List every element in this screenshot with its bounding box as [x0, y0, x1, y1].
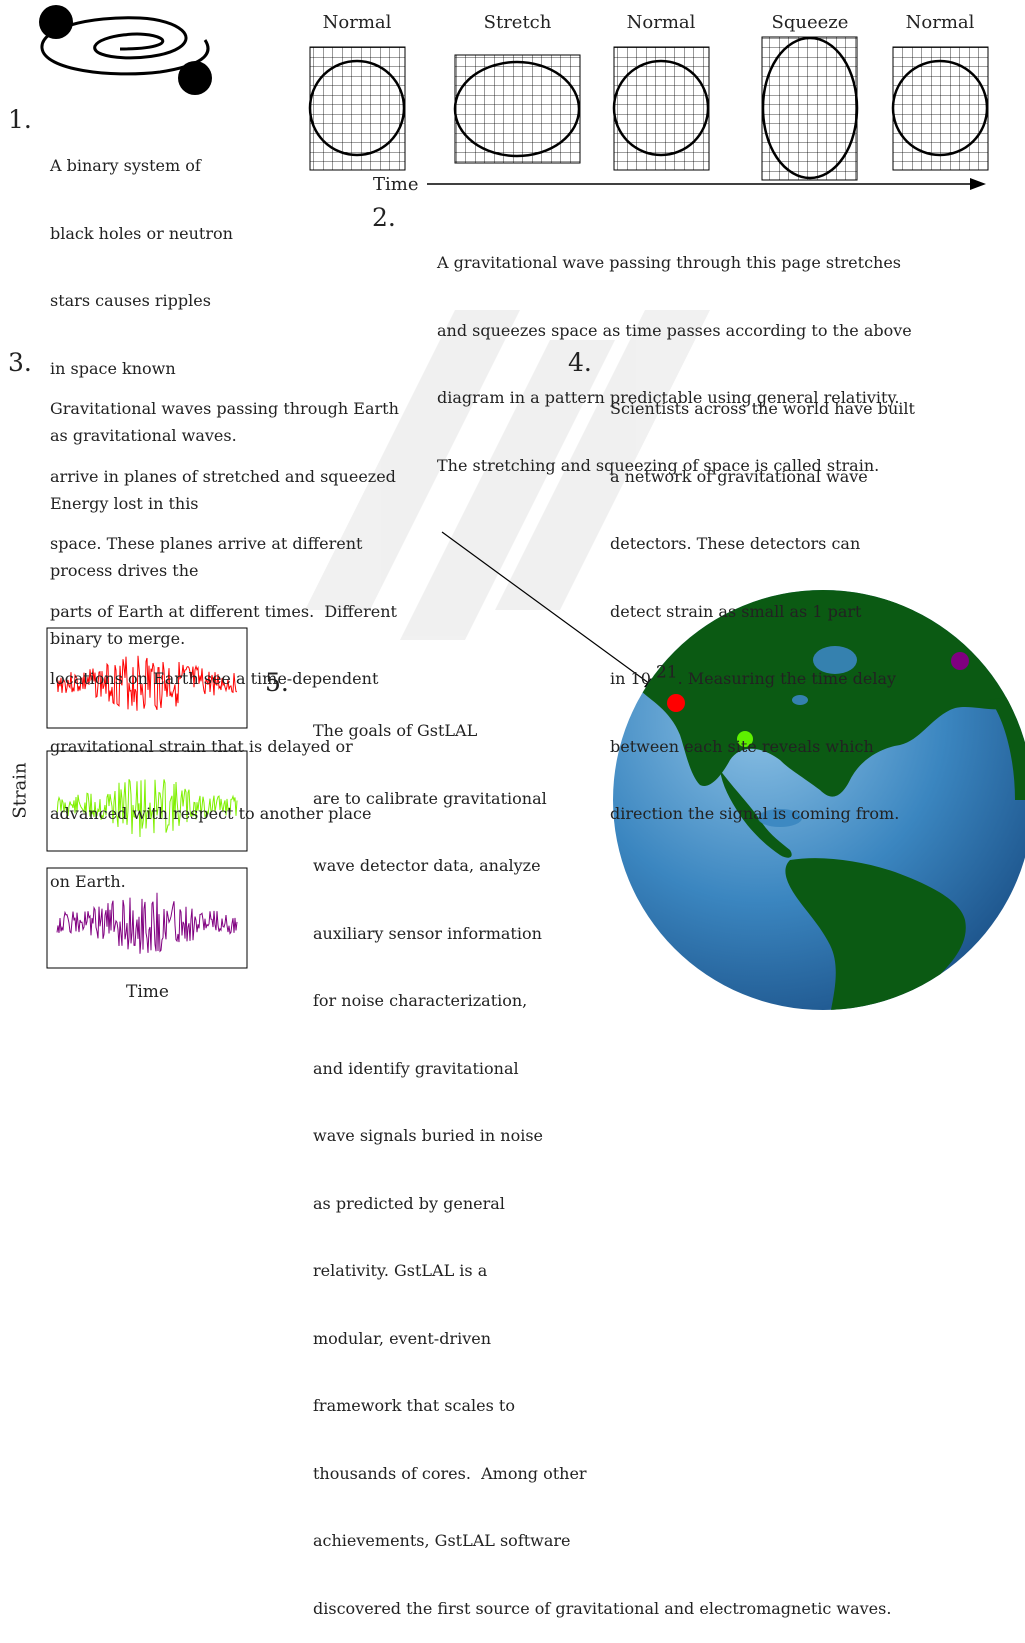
- panel-label-stretch: Stretch: [483, 12, 552, 33]
- step-5-line: The goals of GstLAL: [313, 721, 478, 740]
- step-1-line: binary to merge.: [50, 628, 186, 648]
- step-3-number: 3.: [8, 348, 32, 377]
- step-5-line: as predicted by general: [313, 1193, 505, 1213]
- purple-strain-trace: [56, 892, 238, 954]
- signal-boxes: [46, 627, 248, 969]
- step-3-line: locations on Earth see a time-dependent: [50, 669, 379, 688]
- neutron-star-icon: [178, 61, 212, 95]
- step-5-line: for noise characterization,: [313, 991, 528, 1010]
- step-1-line: A binary system of: [50, 156, 201, 175]
- step-1-line: stars causes ripples: [50, 291, 211, 310]
- time-axis-label: Time: [373, 174, 419, 195]
- black-hole-icon: [39, 5, 73, 39]
- step-5-line: are to calibrate gravitational: [313, 788, 547, 808]
- step-2-number: 2.: [372, 203, 396, 232]
- step-5-line: modular, event-driven: [313, 1328, 492, 1348]
- red-detector-marker: [667, 694, 685, 712]
- north-america-landmass: [613, 590, 1025, 797]
- signal-time-label: Time: [126, 982, 169, 1002]
- red-strain-trace: [56, 655, 238, 711]
- panel-label-normal-1: Normal: [322, 12, 392, 33]
- step-4-line: detectors. These detectors can: [610, 534, 861, 553]
- step-5-line: relativity. GstLAL is a: [313, 1261, 488, 1280]
- normal-panel-2: [612, 46, 710, 171]
- diagram-canvas: [39, 5, 1025, 1010]
- normal-panel-3: [891, 46, 989, 171]
- step-4-text: Scientists across the world have built a…: [610, 353, 915, 848]
- normal-panel-1: [308, 46, 406, 171]
- exp-prefix: in 10: [610, 669, 656, 688]
- time-arrow: [427, 178, 986, 190]
- step-4-exponent-line: in 10 21. Measuring the time delay: [610, 664, 915, 691]
- step-5-text: The goals of GstLAL are to calibrate gra…: [313, 675, 891, 1643]
- panel-label-squeeze: Squeeze: [771, 12, 849, 33]
- step-1-line: Energy lost in this: [50, 493, 199, 513]
- south-america-landmass: [785, 858, 966, 1010]
- strain-axis-label: Strain: [9, 762, 31, 819]
- step-3-line: parts of Earth at different times. Diffe…: [50, 601, 397, 621]
- step-3-line: on Earth.: [50, 871, 126, 891]
- purple-detector-marker: [951, 652, 969, 670]
- step-3-line: Gravitational waves passing through Eart…: [50, 399, 399, 418]
- step-2-line: A gravitational wave passing through thi…: [437, 253, 902, 272]
- stretch-panel: [453, 54, 581, 164]
- step-2-text: A gravitational wave passing through thi…: [437, 207, 912, 500]
- panel-label-normal-2: Normal: [626, 12, 696, 33]
- step-1-number: 1.: [8, 105, 32, 134]
- step-3-text: Gravitational waves passing through Eart…: [50, 353, 399, 916]
- step-5-line: thousands of cores. Among other: [313, 1463, 587, 1483]
- step-3-line: gravitational strain that is delayed or: [50, 736, 353, 756]
- watermark: [305, 310, 710, 640]
- step-5-line: and identify gravitational: [313, 1058, 519, 1078]
- step-1-line: in space known: [50, 358, 176, 378]
- green-strain-trace: [56, 779, 238, 838]
- step-1-line: as gravitational waves.: [50, 426, 237, 445]
- step-3-line: space. These planes arrive at different: [50, 534, 363, 553]
- step-4-line: direction the signal is coming from.: [610, 804, 900, 823]
- panel-label-normal-3: Normal: [905, 12, 975, 33]
- strain-panels: [308, 36, 989, 181]
- step-4-number: 4.: [568, 348, 592, 377]
- step-2-line: The stretching and squeezing of space is…: [437, 455, 880, 475]
- step-5-line: wave detector data, analyze: [313, 856, 541, 875]
- step-5-number: 5.: [265, 668, 289, 697]
- step-5-line: wave signals buried in noise: [313, 1126, 544, 1145]
- step-1-line: black holes or neutron: [50, 223, 233, 243]
- step-4-line: a network of gravitational wave: [610, 466, 868, 486]
- step-3-line: advanced with respect to another place: [50, 804, 372, 823]
- exp-power: 21: [655, 662, 678, 683]
- step-5-line: discovered the first source of gravitati…: [313, 1598, 892, 1618]
- exp-suffix: . Measuring the time delay: [677, 669, 897, 688]
- binary-spiral-icon: [39, 5, 212, 95]
- step-2-line: and squeezes space as time passes accord…: [437, 320, 912, 340]
- step-3-line: arrive in planes of stretched and squeez…: [50, 466, 396, 486]
- step-5-line: framework that scales to: [313, 1396, 515, 1415]
- step-4-line: Scientists across the world have built: [610, 399, 915, 418]
- squeeze-panel: [761, 36, 859, 181]
- step-5-line: auxiliary sensor information: [313, 923, 542, 943]
- step-2-line: diagram in a pattern predictable using g…: [437, 388, 900, 407]
- step-1-line: process drives the: [50, 561, 199, 580]
- green-detector-marker: [737, 731, 753, 747]
- step-5-line: achievements, GstLAL software: [313, 1531, 571, 1550]
- earth-globe: [613, 590, 1025, 1010]
- step-4-line: detect strain as small as 1 part: [610, 601, 862, 621]
- step-1-text: A binary system of black holes or neutro…: [50, 110, 237, 673]
- central-america-landmass: [720, 770, 792, 858]
- europe-edge-landmass: [990, 690, 1025, 800]
- step-4-line: between each site reveals which: [610, 736, 874, 756]
